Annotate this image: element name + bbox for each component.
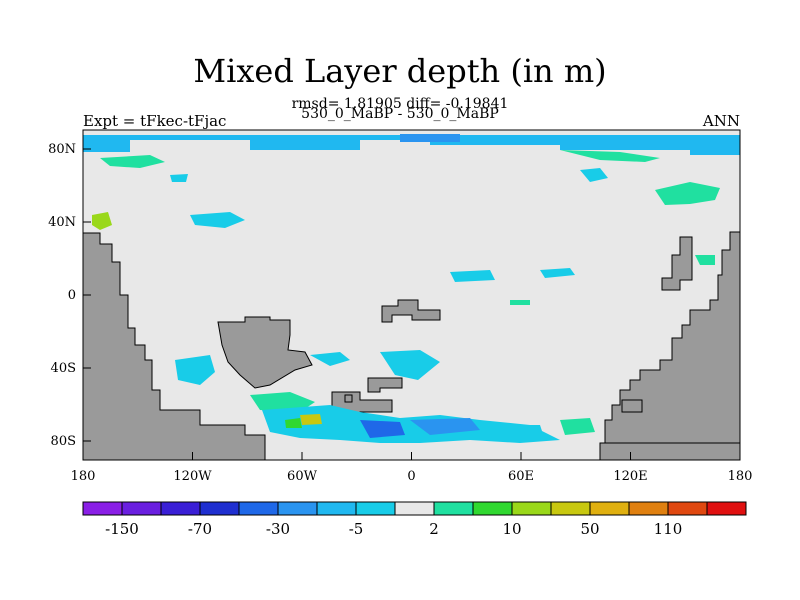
lat-tick-marks — [83, 148, 91, 442]
colorbar-swatch — [160, 501, 201, 516]
colorbar-swatch — [433, 501, 474, 516]
colorbar-swatch — [394, 501, 435, 516]
lon-tick-label: 60E — [508, 469, 534, 484]
colorbar-label: 50 — [580, 520, 599, 538]
colorbar-swatch — [121, 501, 162, 516]
colorbar-swatch — [277, 501, 318, 516]
colorbar-swatch — [472, 501, 513, 516]
patch-green-east — [695, 255, 715, 265]
lat-tick-labels: 80N 40N 0 40S 80S — [48, 142, 76, 449]
map-panel: 180 120W 60W 0 60E 120E 180 80N 40N 0 40… — [48, 129, 753, 484]
lon-tick-label: 0 — [407, 469, 415, 484]
lon-tick-label: 60W — [287, 469, 318, 484]
colorbar-swatch — [199, 501, 240, 516]
colorbar-swatch — [316, 501, 357, 516]
cases-subtitle: 530_0_MaBP - 530_0_MaBP — [301, 106, 499, 122]
contour-patches — [83, 134, 740, 443]
colorbar-swatch — [667, 501, 708, 516]
patch-green-south-c — [560, 418, 595, 435]
patch-cyan-e — [540, 268, 575, 278]
season-label: ANN — [702, 112, 740, 130]
land-east — [604, 231, 741, 444]
patch-cyan-i — [500, 425, 545, 442]
land-south-america — [217, 316, 313, 389]
lat-tick-label: 0 — [68, 288, 76, 303]
patch-cyan-b — [170, 174, 188, 182]
lon-tick-marks — [82, 452, 741, 460]
colorbar-label: 110 — [654, 520, 683, 538]
colorbar-label: -5 — [349, 520, 364, 538]
patch-cyan-g — [380, 350, 440, 380]
lat-tick-label: 80S — [51, 434, 76, 449]
colorbar-swatch — [511, 501, 552, 516]
colorbar-label: 10 — [502, 520, 521, 538]
patch-north-green-a — [100, 155, 165, 168]
colorbar-swatch — [706, 501, 747, 516]
colorbar-swatch — [82, 501, 123, 516]
land-west — [82, 232, 266, 461]
colorbar — [82, 501, 747, 516]
patch-north-blue — [400, 134, 460, 142]
colorbar-swatch — [550, 501, 591, 516]
colorbar-label: -30 — [266, 520, 290, 538]
colorbar-label: 2 — [429, 520, 439, 538]
patch-yellowgreen-west — [92, 212, 112, 230]
patch-green-south-b — [285, 418, 302, 428]
land-peninsula-tip — [367, 377, 403, 393]
land-small-island — [344, 394, 353, 403]
patch-green-northeast — [655, 182, 720, 205]
land-east-lower — [599, 442, 741, 461]
patch-blue-south-b — [410, 418, 480, 435]
figure-title: Mixed Layer depth (in m) — [193, 52, 607, 90]
patch-north-band — [83, 135, 740, 155]
land-island-central — [381, 299, 441, 323]
patch-green-south — [250, 392, 315, 412]
colorbar-label: -70 — [188, 520, 212, 538]
colorbar-swatch — [589, 501, 630, 516]
patch-cyan-h — [175, 355, 215, 385]
lon-tick-label: 180 — [71, 469, 96, 484]
colorbar-swatch — [355, 501, 396, 516]
lon-tick-label: 120W — [173, 469, 212, 484]
lon-tick-label: 180 — [728, 469, 753, 484]
lat-tick-label: 80N — [48, 142, 76, 157]
lat-tick-label: 40N — [48, 215, 76, 230]
patch-blue-south-a — [360, 420, 405, 438]
patch-green-mid — [510, 300, 530, 305]
colorbar-swatch — [628, 501, 669, 516]
patch-north-green-b — [560, 150, 660, 162]
stats-subtitle: rmsd= 1.81905 diff= -0.19841 — [291, 96, 509, 112]
patch-cyan-c — [190, 212, 245, 228]
patch-southern-band — [262, 405, 560, 443]
colorbar-labels: -150 -70 -30 -5 2 10 50 110 — [105, 520, 682, 538]
colorbar-swatch — [238, 501, 279, 516]
patch-yellow — [300, 414, 322, 425]
land-east-spike — [661, 236, 693, 291]
lat-tick-label: 40S — [51, 361, 76, 376]
patch-cyan-a — [580, 168, 608, 182]
land-antarctic-notch — [621, 399, 643, 413]
patch-cyan-f — [310, 352, 350, 366]
patch-cyan-d — [450, 270, 495, 282]
lon-tick-label: 120E — [613, 469, 647, 484]
experiment-label: Expt = tFkec-tFjac — [83, 112, 227, 130]
lon-tick-labels: 180 120W 60W 0 60E 120E 180 — [71, 469, 753, 484]
colorbar-label: -150 — [105, 520, 139, 538]
